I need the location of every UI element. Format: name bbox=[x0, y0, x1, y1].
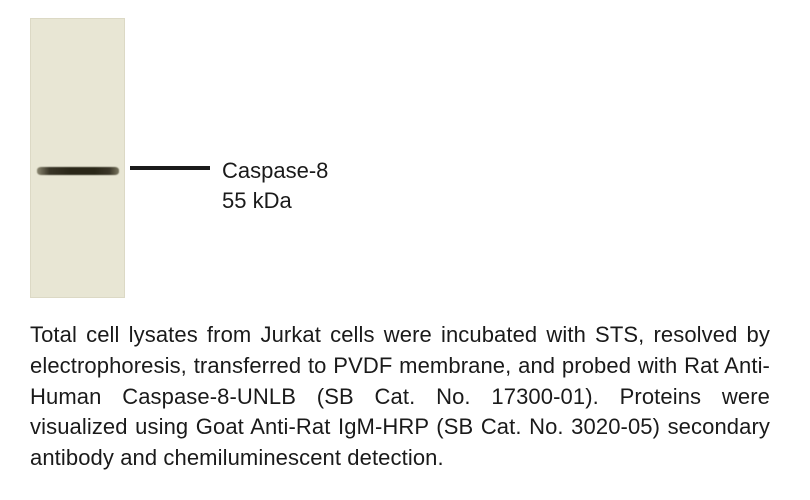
figure-caption: Total cell lysates from Jurkat cells wer… bbox=[30, 320, 770, 474]
band-label-group: Caspase-8 55 kDa bbox=[130, 156, 328, 215]
figure-area: Caspase-8 55 kDa bbox=[30, 18, 770, 298]
protein-name-label: Caspase-8 bbox=[222, 156, 328, 186]
band-labels: Caspase-8 55 kDa bbox=[222, 156, 328, 215]
pointer-line bbox=[130, 166, 210, 170]
protein-band bbox=[37, 167, 119, 175]
western-blot-lane bbox=[30, 18, 125, 298]
molecular-weight-label: 55 kDa bbox=[222, 186, 328, 216]
